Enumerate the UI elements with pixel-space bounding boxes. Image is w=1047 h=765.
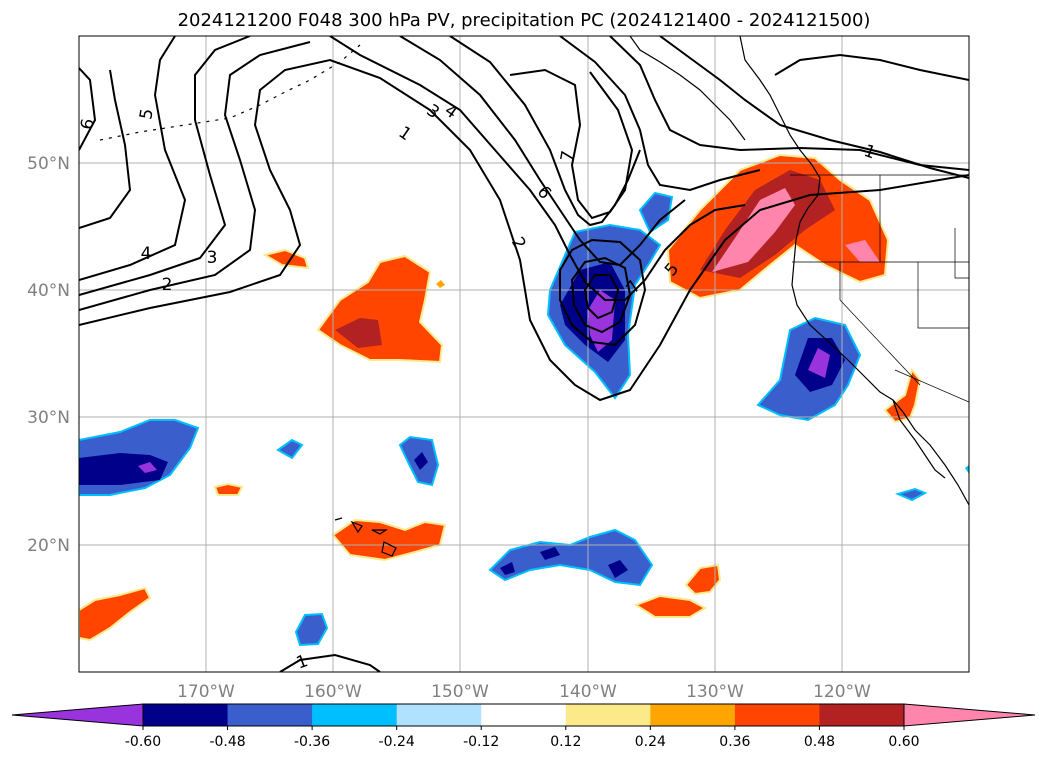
colorbar-segment	[143, 704, 229, 726]
colorbar-tick-label: -0.12	[463, 734, 499, 750]
pv-contour-loop	[509, 68, 634, 220]
colorbar-segment	[565, 704, 651, 726]
pv-contour-trough-2	[79, 41, 311, 311]
contour-label: 7	[557, 149, 579, 163]
precip-region-negative-south-core-1	[540, 547, 560, 560]
lat-label-20n: 20°N	[27, 536, 70, 556]
contour-label: 6	[77, 117, 99, 131]
longitude-labels: 170°W 160°W 150°W 140°W 130°W 120°W	[177, 682, 871, 702]
precip-region-negative-small-3	[294, 612, 329, 647]
pv-contour-closed-low-2	[570, 256, 632, 334]
coastline-baja	[892, 399, 946, 479]
pv-contour-mid	[329, 36, 746, 301]
colorbar-segment	[312, 704, 398, 726]
state-borders	[792, 175, 969, 403]
lon-label-150w: 150°W	[431, 682, 489, 702]
pv-contour-south	[279, 653, 381, 672]
precip-region-positive-small-6	[633, 594, 708, 618]
colorbar-segment	[650, 704, 736, 726]
pv-contours	[79, 36, 969, 672]
precip-region-negative-small-2-core	[414, 452, 428, 470]
precip-region-positive-small-w	[262, 248, 310, 270]
colorbar-tick-label: 0.48	[804, 734, 835, 750]
pv-contour-mid-2	[399, 36, 686, 267]
precip-region-positive-dot	[436, 280, 445, 288]
pv-contour-west-3	[79, 67, 97, 151]
coastlines	[99, 36, 969, 557]
colorbar: -0.60 -0.48 -0.36 -0.24 -0.12 0.12 0.24 0.36 0.4…	[11, 703, 1036, 750]
lon-label-120w: 120°W	[813, 682, 871, 702]
pv-contour-closed-low-3	[583, 274, 620, 320]
pv-contour-closed-low	[559, 238, 647, 347]
gridlines	[79, 36, 969, 672]
precip-region-negative-small-1	[276, 438, 304, 460]
pv-contour-trough-3	[79, 36, 251, 296]
lon-label-170w: 170°W	[177, 682, 235, 702]
precip-region-negative-west-core	[79, 453, 168, 485]
colorbar-tick-label: -0.24	[379, 734, 415, 750]
lon-label-160w: 160°W	[304, 682, 362, 702]
colorbar-tick-label: 0.24	[635, 734, 666, 750]
contour-label: 2	[162, 275, 173, 295]
colorbar-tick-label: -0.60	[125, 734, 161, 750]
pv-contour-ridge	[559, 36, 761, 192]
precip-region-negative-135w	[638, 191, 674, 234]
lat-label-50n: 50°N	[27, 154, 70, 174]
pv-contour-ne-2	[774, 53, 969, 81]
colorbar-segment	[481, 704, 567, 726]
colorbar-tick-label: 0.36	[719, 734, 750, 750]
pv-contour-ridge-2	[609, 36, 969, 171]
contour-label: 3	[207, 248, 218, 268]
colorbar-segment	[227, 704, 313, 726]
colorbar-frame	[142, 703, 905, 727]
lon-label-140w: 140°W	[559, 682, 617, 702]
precip-region-negative-140w-max	[588, 290, 615, 352]
colorbar-tick-label: -0.48	[209, 734, 245, 750]
precip-region-positive-coast-max	[712, 188, 795, 272]
precip-region-negative-calif-max	[808, 348, 830, 378]
coastline-alaska-panhandle	[629, 36, 746, 141]
colorbar-tick-label: 0.60	[888, 734, 919, 750]
colorbar-extend-high	[903, 703, 1036, 727]
precip-region-positive-small-5	[213, 482, 244, 496]
colorbar-extend-low	[11, 703, 144, 727]
contour-label: 4	[141, 244, 152, 264]
lat-label-30n: 30°N	[27, 408, 70, 428]
pv-contour-trough	[79, 58, 969, 402]
map-frame	[78, 35, 970, 673]
precip-region-positive-central-core	[335, 318, 382, 348]
colorbar-segment	[396, 704, 482, 726]
contour-label: 5	[136, 107, 158, 121]
precip-region-positive-small-7	[684, 563, 722, 596]
colorbar-tick-label: 0.12	[550, 734, 581, 750]
precip-region-negative-west-max	[138, 462, 157, 473]
coastline-north-america	[739, 36, 969, 506]
precip-region-positive-baja	[883, 367, 922, 424]
precip-region-positive-coast-max2	[845, 240, 880, 262]
pv-contour-west-1	[79, 36, 187, 281]
pv-contour-ne	[659, 36, 969, 179]
precip-region-positive-sw	[79, 586, 152, 642]
figure-title: 2024121200 F048 300 hPa PV, precipitatio…	[178, 10, 871, 31]
precip-region-positive-hawaii	[331, 518, 447, 562]
pv-contour-west-2	[79, 69, 132, 229]
coastline-aleutians	[99, 44, 361, 141]
colorbar-segment	[819, 704, 905, 726]
precip-region-negative-small-4	[895, 487, 928, 502]
colorbar-segment	[734, 704, 820, 726]
colorbar-tick-label: -0.36	[294, 734, 330, 750]
map-panel: 5 6 4 3 2 1 3 4 7 6 2 7 5 1 1 50°N 40°N …	[27, 35, 970, 702]
hawaii-islands	[334, 517, 397, 557]
latitude-labels: 50°N 40°N 30°N 20°N	[27, 154, 70, 556]
lat-label-40n: 40°N	[27, 281, 70, 301]
precip-region-negative-south-core-3	[500, 562, 515, 575]
precip-region-negative-small-5	[965, 465, 969, 474]
lon-label-130w: 130°W	[686, 682, 744, 702]
precip-region-negative-south-core-2	[608, 560, 628, 578]
